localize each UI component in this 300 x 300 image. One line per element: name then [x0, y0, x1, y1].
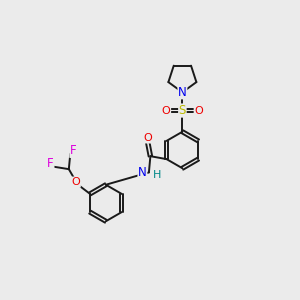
Text: F: F: [47, 157, 54, 170]
Text: O: O: [194, 106, 203, 116]
Text: O: O: [71, 177, 80, 187]
Text: O: O: [162, 106, 171, 116]
Text: S: S: [179, 104, 186, 117]
Text: F: F: [70, 144, 76, 158]
Text: N: N: [178, 86, 187, 99]
Text: N: N: [138, 166, 147, 179]
Text: H: H: [153, 170, 161, 180]
Text: O: O: [143, 133, 152, 143]
